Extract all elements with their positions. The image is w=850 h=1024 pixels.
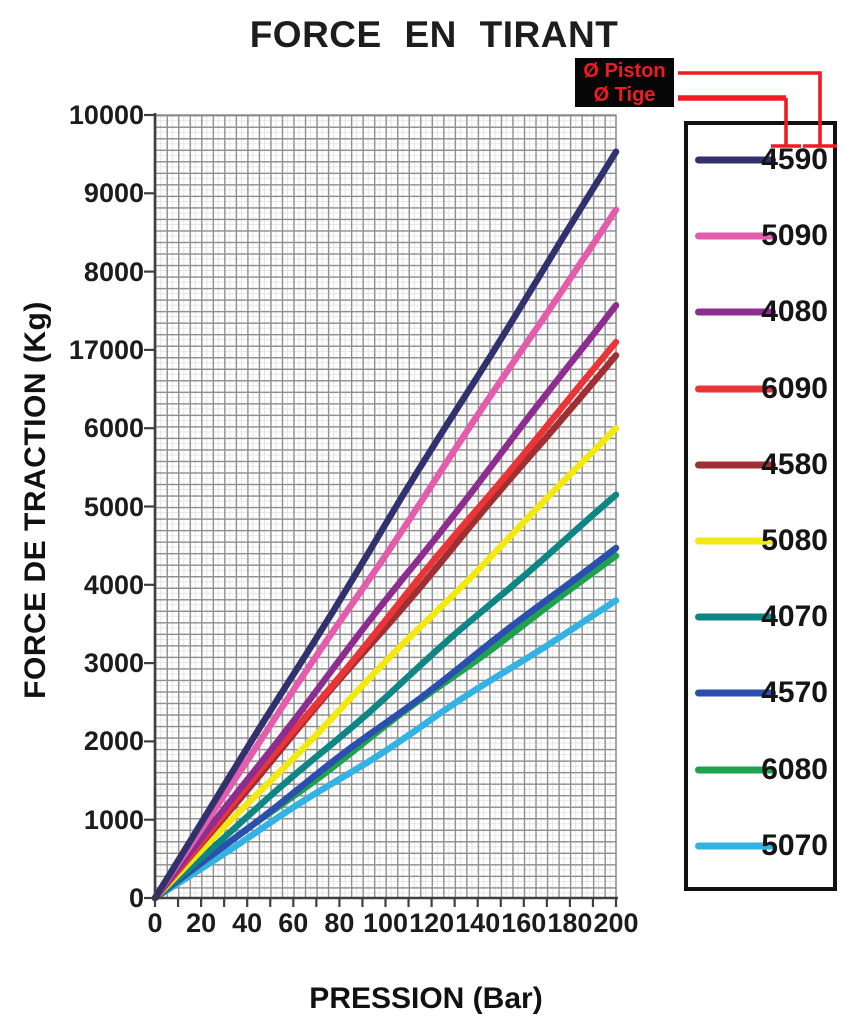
series-line-4590 — [151, 148, 620, 902]
series-lines — [151, 148, 620, 902]
legend-entry-4570: 4570 — [688, 673, 833, 713]
legend-swatch-5090 — [695, 232, 776, 240]
legend-label-5070: 5070 — [761, 828, 828, 862]
legend-label-4080: 4080 — [761, 295, 828, 329]
legend-entry-6090: 6090 — [688, 369, 833, 409]
rod-diameter-label: Ø Tige — [593, 83, 656, 106]
legend-label-4570: 4570 — [761, 676, 828, 710]
plot-border — [154, 114, 617, 899]
x-tick-label: 120 — [409, 908, 455, 938]
x-tick-label: 140 — [455, 908, 501, 938]
legend-swatch-5070 — [695, 842, 776, 850]
legend-entry-6080: 6080 — [688, 750, 833, 790]
legend-swatch-4570 — [695, 689, 776, 697]
legend-entry-5090: 5090 — [688, 216, 833, 256]
legend-entry-4080: 4080 — [688, 292, 833, 332]
x-axis-title: PRESSION (Bar) — [309, 982, 543, 1015]
x-tick-label: 80 — [324, 908, 355, 938]
legend-swatch-6080 — [695, 766, 776, 774]
chart-title: FORCE EN TIRANT — [249, 14, 619, 55]
y-tick-label: 1000 — [83, 804, 144, 835]
y-axis-title: FORCE DE TRACTION (Kg) — [19, 301, 52, 699]
x-tick-label: 60 — [278, 908, 309, 938]
series-line-4570 — [151, 544, 620, 902]
legend-label-5090: 5090 — [761, 219, 828, 253]
series-line-5090 — [151, 206, 620, 902]
legend-label-5080: 5080 — [761, 524, 828, 557]
diameter-annotation-box: Ø Piston Ø Tige — [575, 58, 674, 107]
x-tick-label: 0 — [147, 908, 163, 938]
piston-diameter-label: Ø Piston — [583, 59, 666, 82]
y-tick-label: 5000 — [83, 491, 144, 522]
legend-label-4070: 4070 — [761, 600, 828, 634]
legend-swatch-6090 — [695, 385, 776, 393]
legend-label-4580: 4580 — [761, 447, 828, 481]
legend-swatch-5080 — [695, 537, 776, 545]
x-tick-label: 160 — [501, 908, 547, 938]
y-tick-label: 0 — [128, 883, 144, 913]
series-line-4080 — [151, 302, 620, 902]
legend-entry-5080: 5080 — [688, 521, 833, 561]
legend-label-6080: 6080 — [761, 752, 828, 786]
y-tick-label: 2000 — [83, 726, 144, 757]
x-tick-label: 180 — [547, 908, 593, 938]
x-tick-label: 20 — [186, 908, 217, 938]
legend-entry-4590: 4590 — [688, 140, 833, 180]
legend-swatch-4590 — [695, 156, 776, 164]
legend-entry-4580: 4580 — [688, 445, 833, 485]
series-line-6090 — [151, 338, 620, 902]
y-tick-label: 6000 — [83, 413, 144, 444]
x-tick-label: 200 — [593, 908, 639, 938]
grid — [155, 115, 616, 898]
series-line-4070 — [151, 491, 620, 902]
y-tick-label: 8000 — [83, 256, 144, 287]
x-tick-label: 100 — [362, 908, 409, 938]
y-tick-label: 4000 — [83, 569, 144, 600]
y-tick-label: 10000 — [68, 100, 144, 130]
legend-box: 4590 5090 4080 6090 4580 5080 4070 4570 6080 5070 — [684, 121, 837, 891]
legend-entry-5070: 5070 — [688, 826, 833, 866]
series-line-5080 — [151, 424, 620, 902]
series-line-4580 — [151, 352, 620, 902]
y-tick-label: 9000 — [83, 178, 144, 209]
legend-swatch-4580 — [695, 461, 776, 469]
y-tick-label: 17000 — [68, 334, 144, 365]
series-line-5070 — [151, 597, 620, 902]
y-tick-label: 3000 — [83, 648, 144, 679]
axes — [144, 113, 618, 907]
series-line-6080 — [151, 552, 620, 902]
legend-label-6090: 6090 — [761, 371, 828, 405]
legend-swatch-4070 — [695, 613, 776, 621]
x-tick-label: 40 — [232, 908, 263, 938]
legend-label-4590: 4590 — [761, 143, 828, 176]
legend-entry-4070: 4070 — [688, 597, 833, 637]
legend-swatch-4080 — [695, 308, 776, 316]
